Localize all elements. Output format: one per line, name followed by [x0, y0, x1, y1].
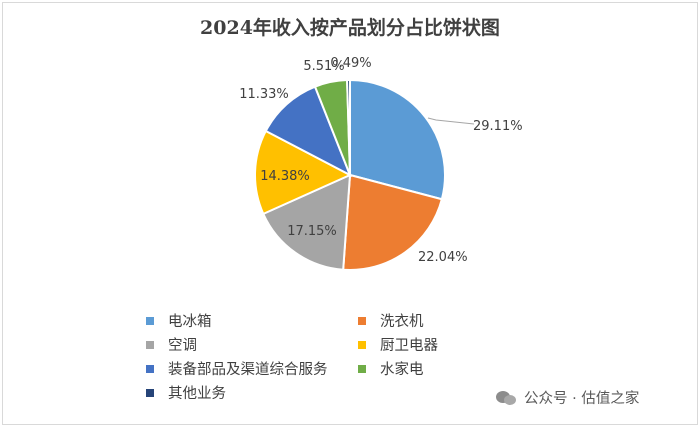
data-label-4: 14.38% — [260, 169, 310, 184]
legend-item-3: 空调 — [146, 335, 358, 354]
legend-label: 其他业务 — [168, 386, 226, 402]
pie-slice-4 — [254, 129, 353, 216]
legend-swatch — [358, 316, 366, 325]
legend-swatch — [146, 364, 154, 373]
legend-swatch — [146, 340, 154, 349]
watermark: 公众号 · 估值之家 — [496, 387, 639, 408]
legend-label: 电冰箱 — [168, 314, 212, 330]
legend-label: 厨卫电器 — [380, 338, 438, 354]
data-label-3: 17.15% — [287, 224, 337, 239]
data-label-7: 0.49% — [330, 56, 371, 71]
legend-swatch — [146, 316, 154, 325]
legend-item-5: 装备部品及渠道综合服务 — [146, 359, 358, 378]
legend-label: 水家电 — [380, 362, 424, 378]
watermark-text: 公众号 · 估值之家 — [524, 391, 640, 407]
legend-item-1: 电冰箱 — [146, 311, 358, 330]
pie-slice-3 — [261, 173, 352, 271]
legend-swatch — [358, 340, 366, 349]
legend-item-4: 厨卫电器 — [358, 335, 518, 354]
leader-line — [427, 117, 475, 125]
data-label-6: 5.51% — [303, 59, 344, 74]
legend-swatch — [146, 388, 154, 397]
legend-item-2: 洗衣机 — [358, 311, 518, 330]
legend-item-7: 其他业务 — [146, 383, 358, 402]
chart-title: 2024年收入按产品划分占比饼状图 — [200, 17, 500, 39]
pie-slice-1 — [349, 78, 446, 201]
legend-swatch — [358, 364, 366, 373]
chart-legend: 电冰箱 洗衣机空调 厨卫电器装备部品及渠道综合服务 水家电其他业务 — [146, 311, 526, 402]
legend-label: 洗衣机 — [380, 314, 424, 330]
wechat-icon — [496, 389, 518, 407]
pie-slice-7 — [346, 78, 351, 176]
legend-item-6: 水家电 — [358, 359, 518, 378]
data-label-2: 22.04% — [418, 250, 468, 265]
legend-label: 装备部品及渠道综合服务 — [168, 362, 328, 378]
data-label-5: 11.33% — [239, 87, 289, 102]
legend-label: 空调 — [168, 338, 197, 354]
data-label-1: 29.11% — [473, 119, 523, 134]
pie-slice-5 — [264, 85, 352, 178]
pie-slice-2 — [342, 173, 444, 271]
